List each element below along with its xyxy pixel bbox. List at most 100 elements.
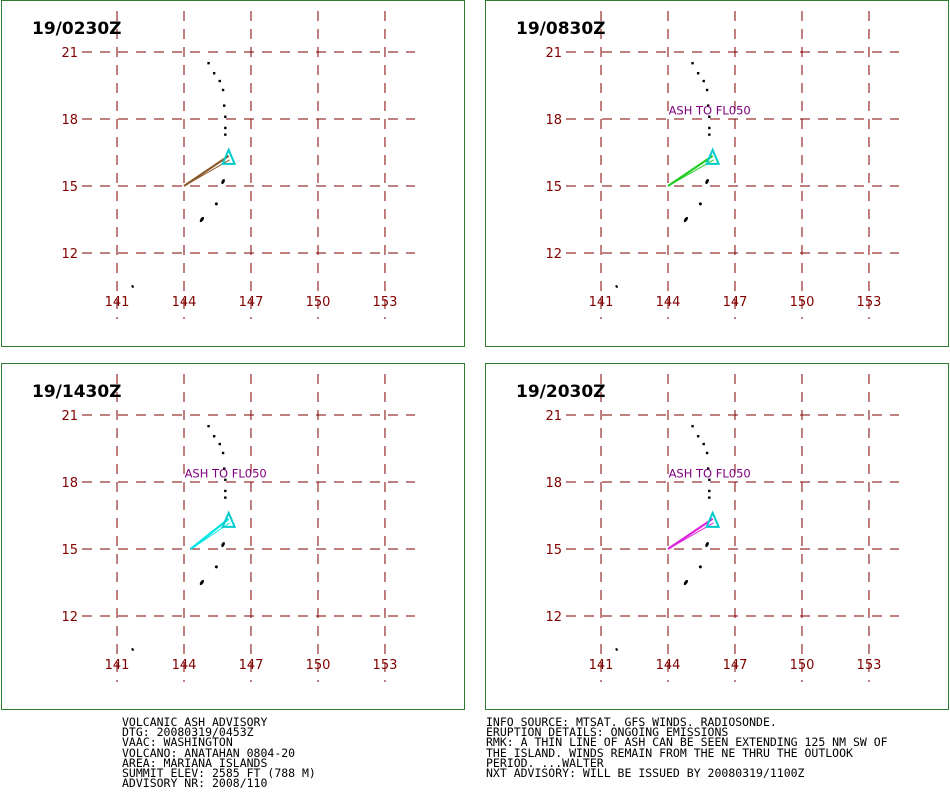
longitude-label: 150 [306, 295, 331, 310]
latitude-label: 15 [61, 180, 78, 195]
latitude-label: 21 [545, 46, 562, 61]
island [708, 496, 711, 499]
volcano-marker-icon [221, 510, 237, 528]
longitude-label: 141 [589, 658, 614, 673]
advisory-line: ADVISORY NR: 2008/110 [122, 776, 268, 791]
longitude-label: 141 [105, 295, 130, 310]
ash-plume-line [190, 517, 230, 550]
ash-height-label: ASH TO FL050 [669, 467, 751, 481]
ash-height-label: ASH TO FL050 [185, 467, 267, 481]
island [218, 79, 221, 83]
advisory-line: VOLCANO: ANATAHAN 0804-20 [122, 745, 296, 760]
latitude-label: 18 [545, 113, 562, 128]
latitude-label: 21 [61, 46, 78, 61]
ash-plume-line [183, 154, 230, 187]
island [705, 451, 709, 455]
map-svg: 21 18 15 12 141 144 147 150 153 ASH TO FL050 [545, 374, 899, 682]
advisory-details-right: INFO SOURCE: MTSAT. GFS WINDS. RADIOSOND… [486, 716, 888, 779]
longitude-label: 147 [239, 658, 264, 673]
advisory-line: VOLCANIC ASH ADVISORY [122, 715, 268, 729]
island [698, 202, 702, 206]
longitude-label: 147 [239, 295, 264, 310]
island [224, 489, 227, 493]
island [214, 565, 218, 569]
island [212, 435, 216, 438]
island [706, 467, 710, 470]
panel-time: 19/2030Z [516, 382, 606, 402]
latitude-label: 12 [61, 247, 78, 262]
latitude-label: 18 [545, 476, 562, 491]
advisory-line: VAAC: WASHINGTON [122, 735, 233, 750]
island [698, 565, 702, 569]
longitude-label: 141 [589, 295, 614, 310]
longitude-label: 147 [723, 295, 748, 310]
map-svg: 21 18 15 12 141 144 147 150 153 [61, 11, 415, 319]
latitude-label: 15 [545, 180, 562, 195]
island [615, 648, 618, 651]
island [683, 216, 688, 223]
island [212, 72, 216, 75]
panel-time: 19/1430Z [32, 382, 122, 402]
map-panel-1: 21 18 15 12 141 144 147 150 153 19/0230Z [1, 0, 465, 347]
island [221, 178, 225, 185]
island [696, 435, 700, 438]
advisory-line: THE ISLAND. WINDS REMAIN FROM THE NE THR… [486, 745, 853, 760]
advisory-header-left: VOLCANIC ASH ADVISORY DTG: 20080319/0453… [122, 715, 316, 791]
island [224, 478, 227, 481]
longitude-label: 144 [656, 658, 681, 673]
island [708, 126, 711, 130]
panel-time: 19/0230Z [32, 19, 122, 39]
longitude-label: 150 [306, 658, 331, 673]
ash-plume-line [667, 517, 714, 550]
island [708, 115, 711, 118]
island [706, 104, 710, 107]
map-panel-3: 21 18 15 12 141 144 147 150 153 ASH TO FL050 19/1… [1, 363, 465, 710]
island [221, 541, 225, 548]
longitude-label: 144 [172, 295, 197, 310]
island [222, 104, 226, 107]
latitude-label: 18 [61, 476, 78, 491]
advisory-line: RMK: A THIN LINE OF ASH CAN BE SEEN EXTE… [486, 735, 888, 750]
advisory-line: PERIOD. ...WALTER [486, 755, 604, 770]
island [207, 424, 210, 428]
latitude-label: 12 [61, 610, 78, 625]
island [224, 133, 227, 136]
longitude-label: 150 [790, 295, 815, 310]
longitude-label: 141 [105, 658, 130, 673]
island [708, 478, 711, 481]
map-panel-2: 21 18 15 12 141 144 147 150 153 ASH TO FL050 19/0… [485, 0, 949, 347]
island [708, 133, 711, 136]
longitude-label: 147 [723, 658, 748, 673]
longitude-label: 150 [790, 658, 815, 673]
island [691, 424, 694, 428]
latitude-label: 21 [61, 409, 78, 424]
island [691, 61, 694, 65]
island [696, 72, 700, 75]
island [207, 61, 210, 65]
longitude-label: 153 [373, 658, 398, 673]
advisory-line: AREA: MARIANA ISLANDS [122, 755, 268, 770]
island [218, 442, 221, 446]
volcano-marker-icon [221, 147, 237, 165]
island [705, 541, 709, 548]
island [131, 648, 134, 651]
panel-time: 19/0830Z [516, 19, 606, 39]
advisory-line: DTG: 20080319/0453Z [122, 725, 254, 740]
volcano-marker-icon [705, 147, 721, 165]
island [615, 285, 618, 288]
longitude-label: 144 [172, 658, 197, 673]
ash-height-label: ASH TO FL050 [669, 104, 751, 118]
island [199, 216, 204, 223]
island [224, 115, 227, 118]
longitude-label: 153 [373, 295, 398, 310]
latitude-label: 12 [545, 610, 562, 625]
island [131, 285, 134, 288]
island [683, 579, 688, 586]
island [705, 88, 709, 92]
latitude-label: 15 [545, 543, 562, 558]
island [224, 496, 227, 499]
map-svg: 21 18 15 12 141 144 147 150 153 ASH TO FL050 [61, 374, 415, 682]
map-svg: 21 18 15 12 141 144 147 150 153 ASH TO FL050 [545, 11, 899, 319]
longitude-label: 153 [857, 658, 882, 673]
longitude-label: 153 [857, 295, 882, 310]
